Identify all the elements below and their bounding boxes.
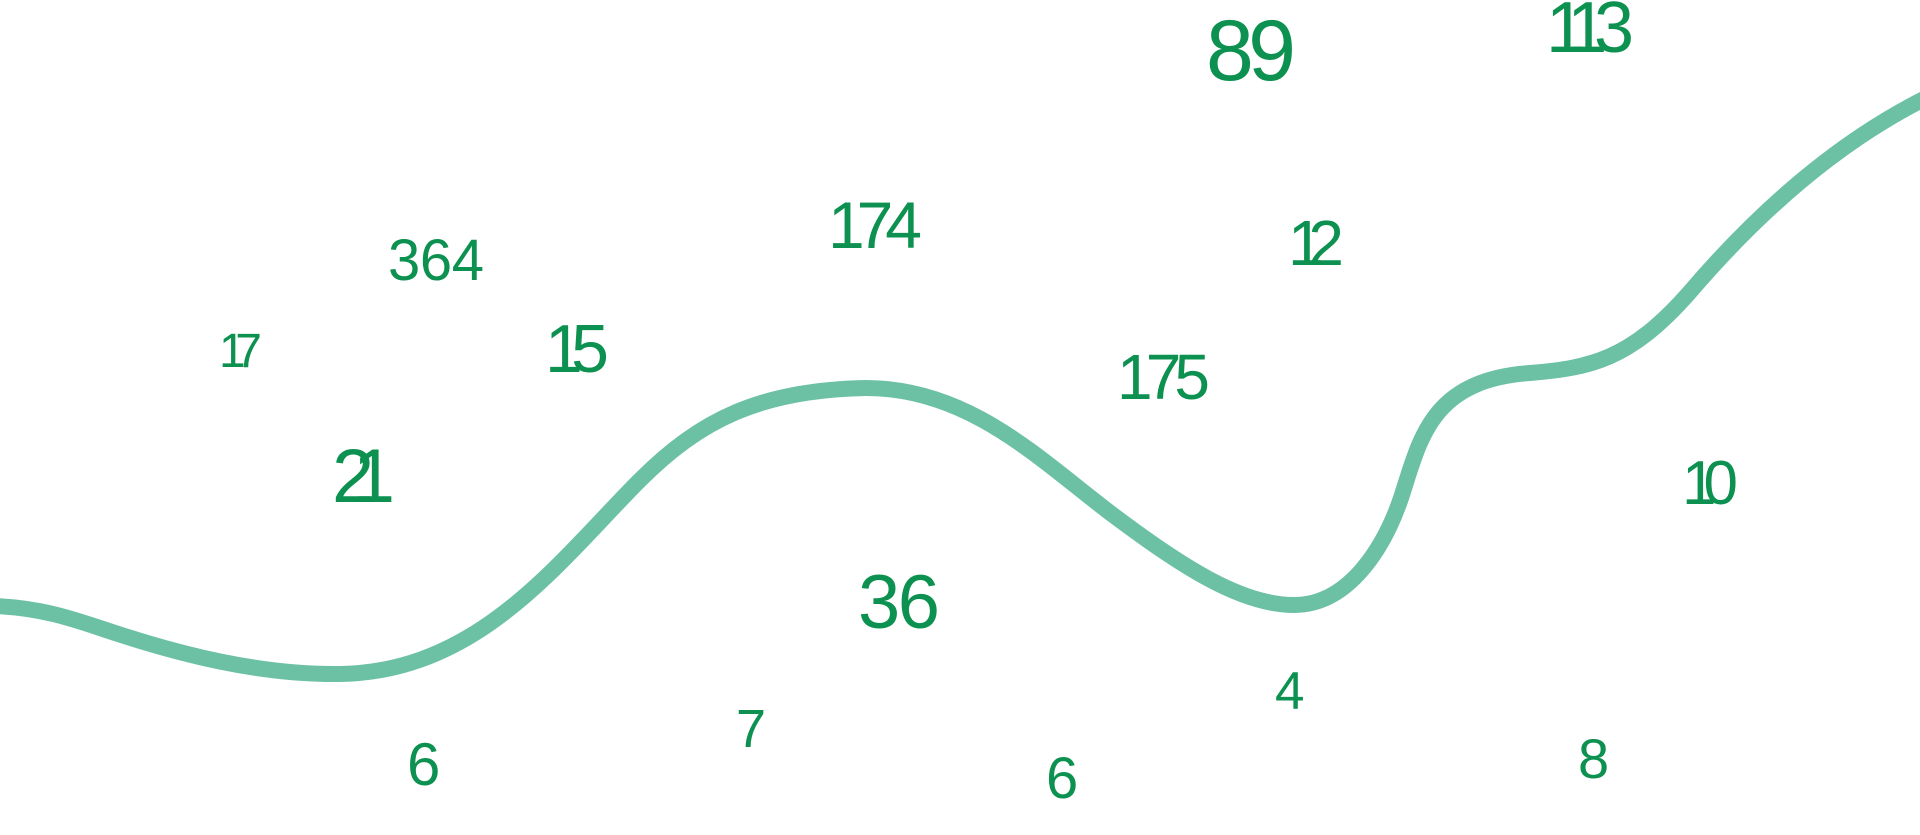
- number-label: 36: [858, 560, 940, 645]
- number-label: 21: [332, 434, 395, 519]
- number-label: 12: [1288, 207, 1344, 279]
- number-label: 7: [736, 699, 766, 759]
- number-label: 174: [828, 188, 922, 262]
- number-label: 89: [1206, 3, 1296, 99]
- number-label: 15: [545, 311, 609, 387]
- number-label: 8: [1578, 727, 1609, 790]
- number-label: 6: [1046, 746, 1078, 811]
- number-label: 364: [388, 228, 484, 293]
- number-label: 17: [219, 325, 262, 378]
- number-label: 4: [1275, 662, 1304, 721]
- number-label: 175: [1117, 341, 1210, 413]
- number-label: 10: [1682, 449, 1738, 518]
- wavy-curve: [0, 92, 1920, 683]
- number-label: 6: [407, 731, 440, 798]
- number-label: 113: [1546, 0, 1634, 68]
